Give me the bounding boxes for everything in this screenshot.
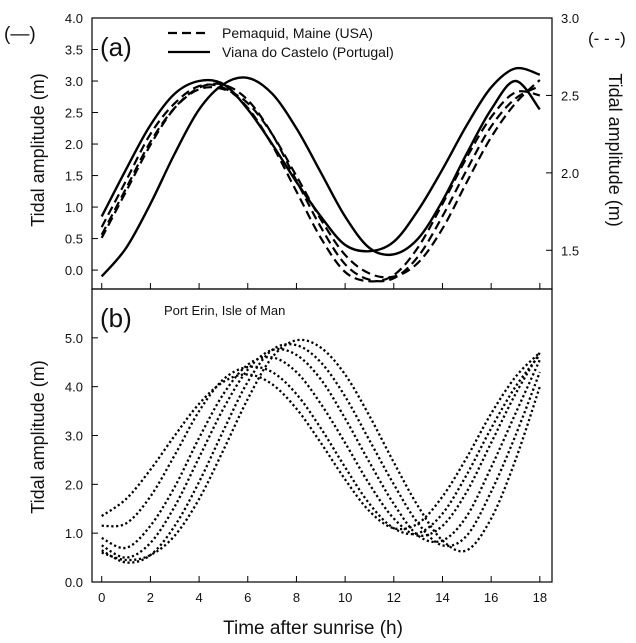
x-axis-label: Time after sunrise (h) (223, 618, 403, 639)
x-tick-label: 0 (98, 590, 105, 605)
panel-a-left-tick-label: 2.5 (65, 106, 83, 121)
panel-a-series-line-2 (100, 76, 541, 278)
x-tick-label: 4 (195, 590, 202, 605)
panel-a-left-tick-label: 1.5 (65, 169, 83, 184)
panel-a-series-line-1 (100, 66, 541, 253)
panel-b: 0.0 1.0 2.0 3.0 4.0 5.0 0 2 4 6 8 10 12 14 16 18 (b) Port… (28, 288, 553, 605)
panel-a-left-tick-label: 0.5 (65, 232, 83, 247)
panel-a-left-tick-label: 3.0 (65, 74, 83, 89)
panel-a-right-tick-label: 3.0 (561, 11, 579, 26)
panel-a-label: (a) (100, 32, 132, 62)
x-tick-label: 14 (435, 590, 449, 605)
panel-a-right-tick-label: 1.5 (561, 243, 579, 258)
panel-a-left-tick-label: 2.0 (65, 137, 83, 152)
panel-a-right-axis-title: Tidal amplitude (m) (605, 73, 625, 226)
panel-a-left-tick-label: 4.0 (65, 11, 83, 26)
legend-label-2: Viana do Castelo (Portugal) (222, 44, 394, 60)
x-tick-label: 6 (244, 590, 251, 605)
panel-b-y-tick-label: 4.0 (65, 380, 83, 395)
panel-b-y-tick-label: 3.0 (65, 429, 83, 444)
panel-b-y-tick-label: 2.0 (65, 477, 83, 492)
panel-a-left-axis-title: Tidal amplitude (m) (28, 73, 48, 226)
panel-a-right-tick-label: 2.5 (561, 88, 579, 103)
x-tick-label: 16 (484, 590, 498, 605)
panel-a-left-tick-label: 1.0 (65, 200, 83, 215)
legend-label-1: Pemaquid, Maine (USA) (222, 25, 373, 41)
panel-a-left-tick-label: 0.0 (65, 263, 83, 278)
x-tick-label: 8 (293, 590, 300, 605)
x-tick-label: 12 (387, 590, 401, 605)
panel-a-right-tick-label: 2.0 (561, 166, 579, 181)
panel-a-series-line-4 (100, 82, 541, 283)
panel-b-y-tick-label: 5.0 (65, 331, 83, 346)
panel-a-left-tick-label: 3.5 (65, 43, 83, 58)
panel-a-left-axis-marker: (—) (4, 24, 36, 45)
panel-b-series-line-5 (101, 343, 541, 564)
panel-b-series-line-4 (101, 347, 541, 559)
panel-a-series-line-5 (100, 79, 541, 279)
panel-b-series-line-1 (101, 351, 541, 531)
panel-b-series-line-2 (101, 354, 541, 536)
panel-b-y-tick-label: 1.0 (65, 526, 83, 541)
panel-a-right-axis-marker: (- - -) (588, 29, 626, 48)
panel-b-annotation: Port Erin, Isle of Man (164, 303, 285, 318)
x-tick-label: 2 (147, 590, 154, 605)
panel-b-y-axis-title: Tidal amplitude (m) (28, 360, 48, 513)
panel-b-series-line-3 (101, 351, 541, 550)
x-tick-label: 18 (533, 590, 547, 605)
panel-b-y-tick-label: 0.0 (65, 575, 83, 590)
x-tick-label: 10 (338, 590, 352, 605)
panel-a-series-line-3 (100, 83, 541, 283)
panel-b-series-line-6 (101, 338, 541, 562)
panel-b-label: (b) (100, 303, 132, 333)
